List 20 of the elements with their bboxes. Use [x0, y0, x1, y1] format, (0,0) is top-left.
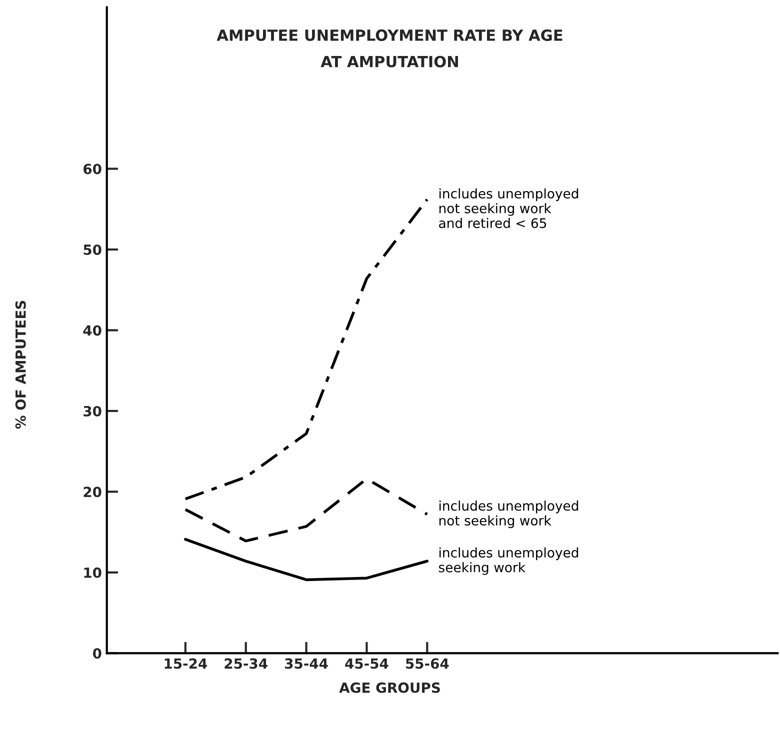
line-series	[184, 198, 429, 500]
y-tick-label: 0	[93, 648, 102, 659]
y-tick-label: 20	[84, 486, 102, 498]
text: AMPUTEE UNEMPLOYMENT RATE BY AGE AT AMPUTATION	[216, 29, 562, 68]
y-tick-label: 50	[84, 244, 102, 255]
x-axis-title: AGE GROUPS	[339, 682, 440, 693]
x-tick-label: 15-24	[164, 658, 207, 669]
y-tick-label: 40	[83, 325, 102, 336]
y-axis-title: % OF AMPUTEES	[15, 300, 26, 429]
series-label: includes unemployed not seeking work	[439, 500, 578, 528]
x-tick-label: 25-34	[224, 658, 268, 669]
x-tick-label: 35-44	[285, 658, 328, 669]
y-tick-label: 30	[84, 406, 102, 416]
line-series	[184, 538, 429, 582]
series-label: includes unemployed seeking work	[438, 547, 578, 575]
series-label: includes unemployed not seeking work and retired < 65	[439, 188, 578, 228]
x-tick-label: 45-54	[345, 658, 388, 669]
y-tick-label: 10	[84, 567, 102, 578]
y-tick-label: 60	[84, 164, 102, 174]
x-tick-label: 55-64	[406, 658, 449, 669]
